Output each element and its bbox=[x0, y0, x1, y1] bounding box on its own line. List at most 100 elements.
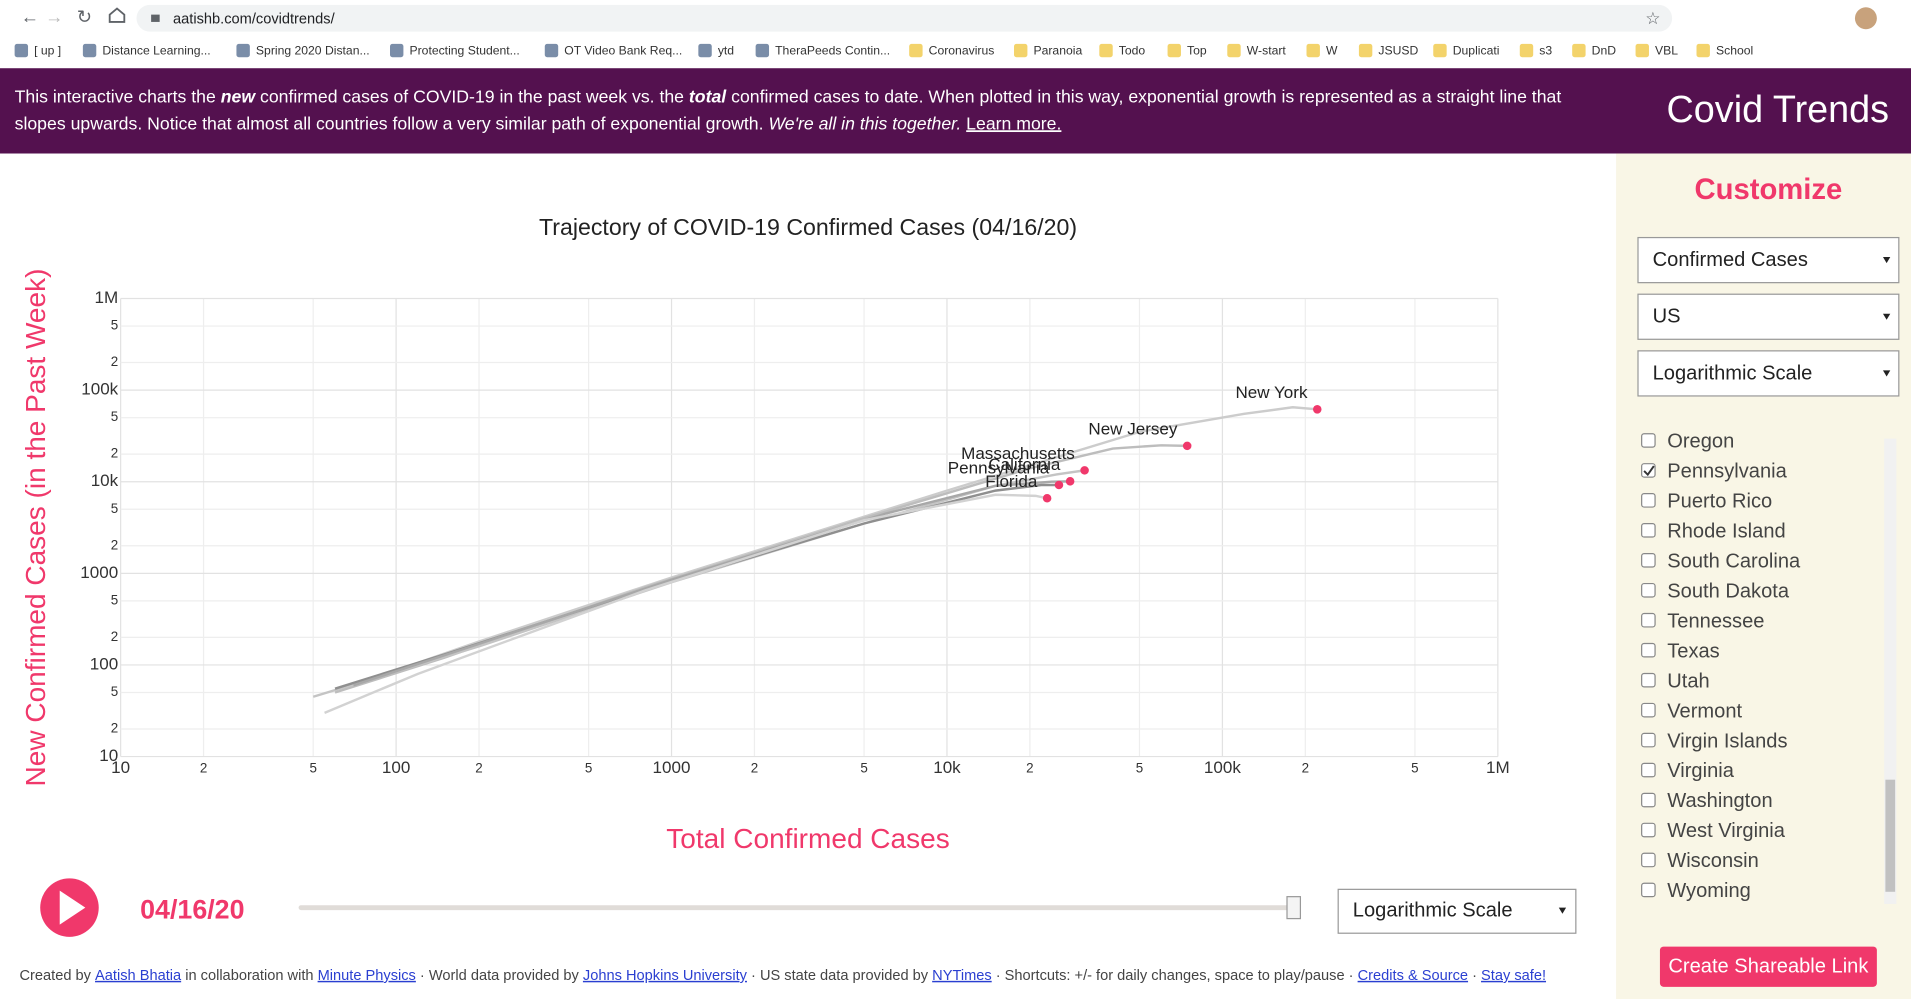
bookmark[interactable]: Protecting Student... bbox=[410, 43, 520, 57]
banner bbox=[0, 68, 1911, 154]
checkbox[interactable] bbox=[1641, 582, 1656, 598]
state-name: Tennessee bbox=[1667, 610, 1764, 632]
bookmark-icon bbox=[1227, 43, 1241, 58]
y-tick-label: 2 bbox=[111, 537, 118, 552]
y-tick-label: 100k bbox=[81, 380, 118, 399]
bookmark[interactable]: Coronavirus bbox=[929, 43, 995, 57]
end-marker bbox=[1054, 480, 1064, 490]
forward-button[interactable]: → bbox=[45, 6, 63, 27]
checkbox[interactable] bbox=[1641, 552, 1656, 568]
bookmark[interactable]: Duplicati bbox=[1453, 43, 1500, 57]
link[interactable]: Aatish Bhatia bbox=[95, 968, 182, 984]
share-button[interactable] bbox=[1659, 946, 1877, 987]
link[interactable]: Minute Physics bbox=[318, 968, 416, 984]
bookmark[interactable]: TheraPeeds Contin... bbox=[775, 43, 890, 57]
checkbox[interactable] bbox=[1641, 792, 1656, 808]
bookmark[interactable]: s3 bbox=[1539, 43, 1552, 57]
select[interactable] bbox=[1637, 350, 1900, 397]
checkbox[interactable] bbox=[1641, 493, 1656, 508]
y-tick-label: 100 bbox=[90, 654, 118, 673]
link[interactable]: Credits & Source bbox=[1358, 968, 1468, 984]
link[interactable]: Stay safe! bbox=[1481, 968, 1546, 984]
current-date: 04/16/20 bbox=[140, 894, 244, 924]
y-axis-label: New Confirmed Cases (in the Past Week) bbox=[20, 269, 51, 787]
checkbox[interactable] bbox=[1641, 612, 1656, 628]
end-marker bbox=[1182, 441, 1192, 451]
text: total bbox=[689, 86, 727, 106]
checkbox[interactable] bbox=[1641, 463, 1656, 478]
link[interactable]: Johns Hopkins University bbox=[583, 968, 748, 984]
profile-avatar[interactable] bbox=[1854, 7, 1877, 30]
bookmark[interactable]: ytd bbox=[718, 43, 734, 57]
checkbox[interactable] bbox=[1641, 852, 1656, 868]
bookmark-icon bbox=[1358, 43, 1373, 58]
bookmark-icon bbox=[1433, 43, 1447, 58]
checkbox[interactable] bbox=[1641, 762, 1656, 778]
select-arrow bbox=[1882, 313, 1891, 320]
bookmark-icon bbox=[1099, 43, 1113, 58]
scrollbar-thumb[interactable] bbox=[1885, 779, 1896, 892]
back-button[interactable]: ← bbox=[21, 6, 39, 27]
bookmark-icon bbox=[909, 43, 923, 58]
select-arrow bbox=[1882, 370, 1891, 377]
bookmark-star[interactable]: ☆ bbox=[1645, 9, 1660, 28]
x-tick-label: 1000 bbox=[653, 758, 691, 777]
checkbox[interactable] bbox=[1641, 702, 1656, 718]
state-name: Wisconsin bbox=[1667, 850, 1759, 872]
x-tick-label: 5 bbox=[860, 760, 867, 775]
checkbox[interactable] bbox=[1641, 642, 1656, 658]
bookmark[interactable]: W-start bbox=[1247, 43, 1287, 57]
bookmark-icon bbox=[390, 43, 404, 58]
x-tick-label: 2 bbox=[1302, 760, 1309, 775]
url: aatishb.com/covidtrends/ bbox=[173, 11, 336, 27]
checkbox[interactable] bbox=[1641, 523, 1656, 538]
link[interactable]: NYTimes bbox=[932, 968, 992, 984]
select[interactable] bbox=[1637, 293, 1900, 340]
bookmark-icon bbox=[14, 43, 29, 58]
state-name: South Carolina bbox=[1667, 550, 1801, 572]
home-button[interactable] bbox=[108, 7, 126, 23]
bookmark[interactable]: Spring 2020 Distan... bbox=[256, 43, 370, 57]
bookmark[interactable]: DnD bbox=[1592, 43, 1617, 57]
bookmark[interactable]: Top bbox=[1187, 43, 1207, 57]
scale-select[interactable] bbox=[1337, 888, 1577, 934]
select[interactable] bbox=[1637, 236, 1900, 284]
bookmark[interactable]: VBL bbox=[1655, 43, 1678, 57]
bookmark-icon bbox=[236, 43, 250, 58]
bookmark[interactable]: Todo bbox=[1119, 43, 1146, 57]
y-tick-label: 5 bbox=[111, 684, 118, 699]
state-name: South Dakota bbox=[1667, 580, 1790, 602]
reload-button[interactable]: ↻ bbox=[77, 6, 92, 27]
learn-more-link[interactable]: Learn more. bbox=[966, 113, 1061, 133]
text: in collaboration with bbox=[181, 968, 317, 984]
bookmark-icon bbox=[1635, 43, 1649, 58]
bookmark[interactable]: OT Video Bank Req... bbox=[564, 43, 682, 57]
bookmark[interactable]: W bbox=[1326, 43, 1338, 57]
series-line bbox=[353, 480, 1071, 687]
checkbox[interactable] bbox=[1641, 433, 1656, 448]
date-slider[interactable] bbox=[298, 905, 1295, 911]
bookmark[interactable]: Paranoia bbox=[1034, 43, 1083, 57]
x-tick-label: 2 bbox=[1026, 760, 1033, 775]
x-axis-label: Total Confirmed Cases bbox=[666, 823, 949, 854]
slider-handle[interactable] bbox=[1286, 896, 1302, 920]
select-value: Logarithmic Scale bbox=[1653, 362, 1813, 384]
bookmark[interactable]: School bbox=[1716, 43, 1753, 57]
bookmark[interactable]: JSUSD bbox=[1378, 43, 1418, 57]
address-bar[interactable] bbox=[136, 4, 1673, 32]
bookmark[interactable]: [ up ] bbox=[34, 43, 61, 57]
checkbox[interactable] bbox=[1641, 882, 1656, 898]
bookmark[interactable]: Distance Learning... bbox=[102, 43, 210, 57]
checkbox[interactable] bbox=[1641, 822, 1656, 838]
state-name: Pennsylvania bbox=[1667, 461, 1787, 483]
series-label: Pennsylvania bbox=[948, 459, 1050, 478]
x-tick-label: 2 bbox=[475, 760, 482, 775]
x-tick-label: 100k bbox=[1204, 758, 1241, 777]
checkbox[interactable] bbox=[1641, 672, 1656, 688]
text: confirmed cases to date. When plotted in… bbox=[726, 86, 1561, 106]
checkbox[interactable] bbox=[1641, 732, 1656, 748]
series-label: Massachusetts bbox=[961, 444, 1075, 463]
series-label: New York bbox=[1235, 383, 1308, 402]
end-marker bbox=[1312, 405, 1322, 414]
